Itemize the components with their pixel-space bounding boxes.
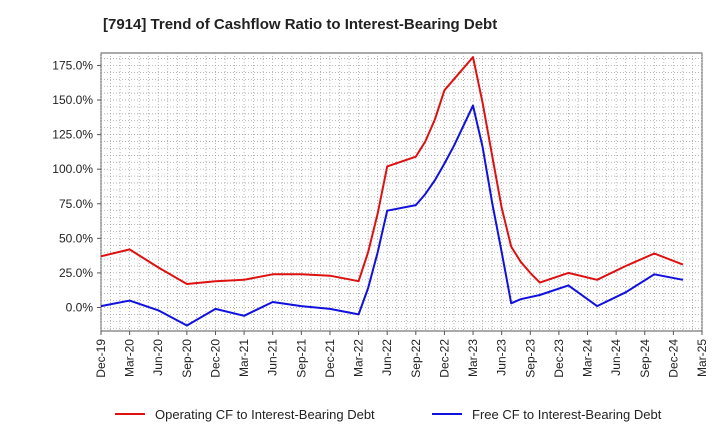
x-tick-label: Jun-24 xyxy=(609,339,623,376)
x-tick-label: Jun-21 xyxy=(266,339,280,376)
y-tick-label: 75.0% xyxy=(59,197,93,211)
x-tick-label: Sep-24 xyxy=(638,339,652,378)
x-tick-label: Dec-19 xyxy=(94,339,108,378)
legend-operating-cf-label: Operating CF to Interest-Bearing Debt xyxy=(155,407,375,422)
x-tick-label: Mar-24 xyxy=(581,339,595,377)
y-tick-label: 25.0% xyxy=(59,266,93,280)
x-tick-label: Mar-25 xyxy=(695,339,709,377)
x-tick-label: Sep-21 xyxy=(294,339,308,378)
x-tick-label: Dec-21 xyxy=(323,339,337,378)
chart-title: [7914] Trend of Cashflow Ratio to Intere… xyxy=(103,16,497,33)
x-tick-label: Jun-23 xyxy=(495,339,509,376)
y-tick-label: 150.0% xyxy=(52,93,93,107)
x-tick-label: Mar-20 xyxy=(123,339,137,377)
x-tick-label: Sep-22 xyxy=(409,339,423,378)
y-tick-label: 50.0% xyxy=(59,231,93,245)
free-cf-line xyxy=(100,104,684,327)
plot-area: 0.0% 25.0% 50.0% 75.0% 100.0% 125.0% 150.0% 175… xyxy=(52,52,709,378)
plot-frame xyxy=(100,52,703,332)
operating-cf-line xyxy=(100,56,684,285)
x-tick-label: Dec-22 xyxy=(437,339,451,378)
x-tick-label: Dec-20 xyxy=(208,339,222,378)
legend: Operating CF to Interest-Bearing Debt Fre… xyxy=(115,407,662,422)
x-tick-label: Mar-22 xyxy=(352,339,366,377)
x-tick-label: Dec-23 xyxy=(552,339,566,378)
x-tick-label: Mar-21 xyxy=(237,339,251,377)
x-tick-label: Sep-23 xyxy=(523,339,537,378)
y-tick-label: 0.0% xyxy=(66,300,94,314)
legend-free-cf-label: Free CF to Interest-Bearing Debt xyxy=(472,407,662,422)
x-tick-label: Dec-24 xyxy=(666,339,680,378)
y-tick-label: 175.0% xyxy=(52,58,93,72)
x-tick-label: Mar-23 xyxy=(466,339,480,377)
y-tick-label: 125.0% xyxy=(52,128,93,142)
x-tick-label: Jun-22 xyxy=(380,339,394,376)
x-tick-label: Sep-20 xyxy=(180,339,194,378)
y-tick-label: 100.0% xyxy=(52,162,93,176)
x-tick-label: Jun-20 xyxy=(151,339,165,376)
